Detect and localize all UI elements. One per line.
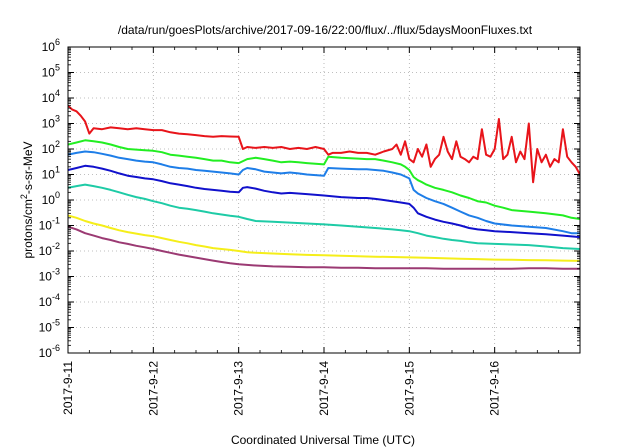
chart-title: /data/run/goesPlots/archive/2017-09-16/2… [118, 23, 533, 37]
y-tick-exponent: -6 [52, 343, 60, 353]
series-line-5 [68, 183, 580, 250]
series-line-2 [68, 139, 580, 220]
y-tick-label: 10-3 [39, 267, 60, 284]
y-tick-exponent: 2 [55, 139, 60, 149]
x-tick-label: 2017-9-16 [488, 361, 502, 416]
y-tick-label: 10-5 [39, 318, 60, 335]
y-tick-label: 103 [42, 114, 60, 131]
y-tick-exponent: -4 [52, 292, 60, 302]
y-tick-base: 10 [39, 219, 53, 233]
x-axis-title: Coordinated Universal Time (UTC) [231, 433, 415, 447]
y-tick-exponent: -2 [52, 241, 60, 251]
y-tick-exponent: -1 [52, 216, 60, 226]
x-tick-label: 2017-9-14 [317, 361, 331, 416]
y-tick-base: 10 [39, 244, 53, 258]
y-tick-exponent: 6 [55, 37, 60, 47]
y-tick-label: 10-2 [39, 241, 60, 258]
series-line-7 [68, 225, 580, 270]
y-tick-base: 10 [42, 66, 56, 80]
y-tick-base: 10 [42, 142, 56, 156]
y-tick-exponent: -5 [52, 318, 60, 328]
y-tick-label: 101 [42, 165, 60, 182]
y-tick-base: 10 [42, 117, 56, 131]
x-tick-label: 2017-9-12 [146, 361, 160, 416]
series-line-6 [68, 214, 580, 262]
y-tick-base: 10 [42, 193, 56, 207]
axes: 10-610-510-410-310-210-11001011021031041… [39, 37, 581, 416]
y-axis-title-main: protons/cm [21, 199, 35, 258]
y-tick-label: 10-6 [39, 343, 60, 360]
series-layer [68, 104, 580, 270]
y-tick-label: 100 [42, 190, 60, 207]
series-line-3 [68, 150, 580, 235]
y-tick-exponent: 4 [55, 88, 60, 98]
y-tick-label: 10-1 [39, 216, 60, 233]
y-tick-label: 104 [42, 88, 60, 105]
y-tick-base: 10 [42, 168, 56, 182]
series-line-4 [68, 164, 580, 239]
y-tick-exponent: 1 [55, 165, 60, 175]
y-tick-label: 10-4 [39, 292, 60, 309]
y-tick-label: 105 [42, 63, 60, 80]
y-tick-label: 102 [42, 139, 60, 156]
x-tick-label: 2017-9-11 [61, 361, 75, 415]
x-tick-label: 2017-9-15 [402, 361, 416, 416]
y-tick-base: 10 [42, 91, 56, 105]
y-tick-label: 106 [42, 37, 60, 54]
y-tick-exponent: -3 [52, 267, 60, 277]
y-tick-exponent: 5 [55, 63, 60, 73]
y-axis-title: protons/cm2-s-sr-MeV [19, 141, 35, 258]
y-tick-base: 10 [39, 295, 53, 309]
y-tick-base: 10 [39, 270, 53, 284]
y-tick-exponent: 3 [55, 114, 60, 124]
y-tick-base: 10 [42, 40, 56, 54]
y-tick-base: 10 [39, 346, 53, 360]
x-tick-label: 2017-9-13 [232, 361, 246, 416]
y-axis-title-sup: 2 [19, 194, 29, 199]
y-axis-title-unit: -s-sr-MeV [21, 141, 35, 194]
series-line-1 [68, 104, 580, 184]
y-tick-base: 10 [39, 321, 53, 335]
y-tick-exponent: 0 [55, 190, 60, 200]
